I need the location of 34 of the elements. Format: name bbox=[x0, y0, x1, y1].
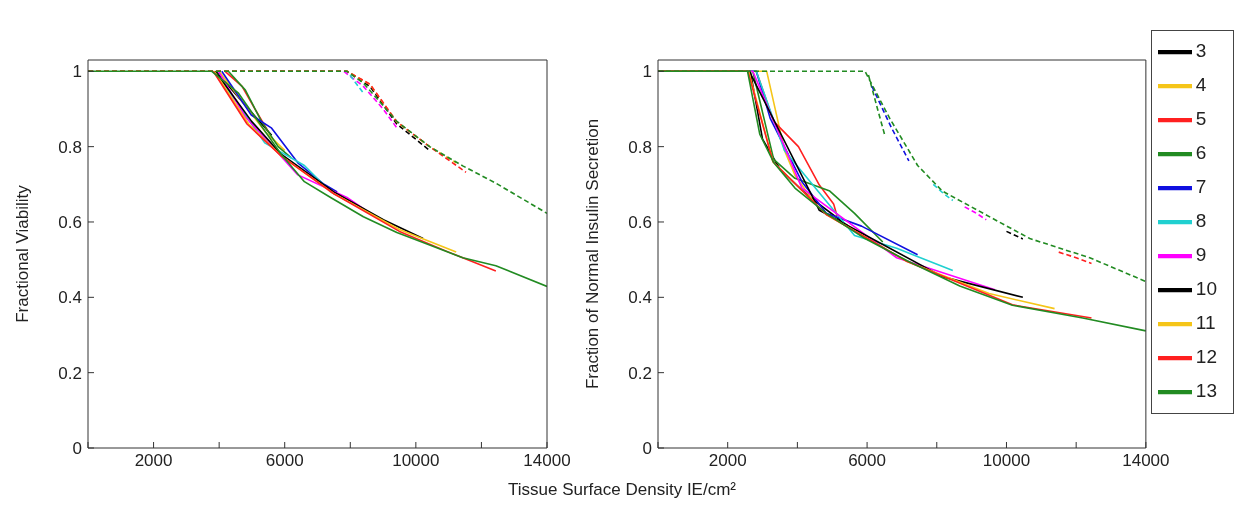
legend-label: 12 bbox=[1195, 346, 1217, 368]
y-tick-label: 0 bbox=[72, 439, 82, 459]
y-tick-label: 0.2 bbox=[58, 363, 82, 383]
y-tick-label: 0.8 bbox=[628, 137, 652, 157]
y-tick-label: 0.4 bbox=[58, 288, 82, 308]
y-tick-label: 1 bbox=[642, 62, 652, 82]
legend-label: 8 bbox=[1195, 210, 1207, 232]
legend-label: 9 bbox=[1195, 244, 1207, 266]
y-tick-label: 0.6 bbox=[58, 213, 82, 233]
y-tick-label: 0.4 bbox=[628, 288, 652, 308]
x-tick-label: 14000 bbox=[523, 451, 571, 471]
legend-label: 13 bbox=[1195, 380, 1217, 402]
y-tick-label: 1 bbox=[72, 62, 82, 82]
legend-label: 11 bbox=[1195, 312, 1216, 334]
legend-label: 6 bbox=[1195, 142, 1207, 164]
legend-label: 7 bbox=[1195, 176, 1207, 198]
y-tick-label: 0.6 bbox=[628, 213, 652, 233]
x-tick-label: 2000 bbox=[134, 451, 173, 471]
legend-label: 5 bbox=[1195, 108, 1207, 130]
legend-label: 10 bbox=[1195, 278, 1217, 300]
y-tick-label: 0 bbox=[642, 439, 652, 459]
x-tick-label: 14000 bbox=[1122, 451, 1170, 471]
x-tick-label: 10000 bbox=[392, 451, 440, 471]
x-axis-title: Tissue Surface Density IE/cm² bbox=[507, 480, 737, 500]
x-tick-label: 2000 bbox=[708, 451, 747, 471]
y-tick-label: 0.8 bbox=[58, 137, 82, 157]
legend-label: 3 bbox=[1195, 40, 1207, 62]
x-tick-label: 6000 bbox=[265, 451, 304, 471]
y-axis-title: Fraction of Normal Insulin Secretion bbox=[583, 118, 603, 390]
x-tick-label: 6000 bbox=[848, 451, 886, 471]
y-axis-title: Fractional Viability bbox=[13, 184, 33, 323]
x-tick-label: 10000 bbox=[982, 451, 1031, 471]
legend-label: 4 bbox=[1195, 74, 1207, 96]
y-tick-label: 0.2 bbox=[628, 363, 652, 383]
